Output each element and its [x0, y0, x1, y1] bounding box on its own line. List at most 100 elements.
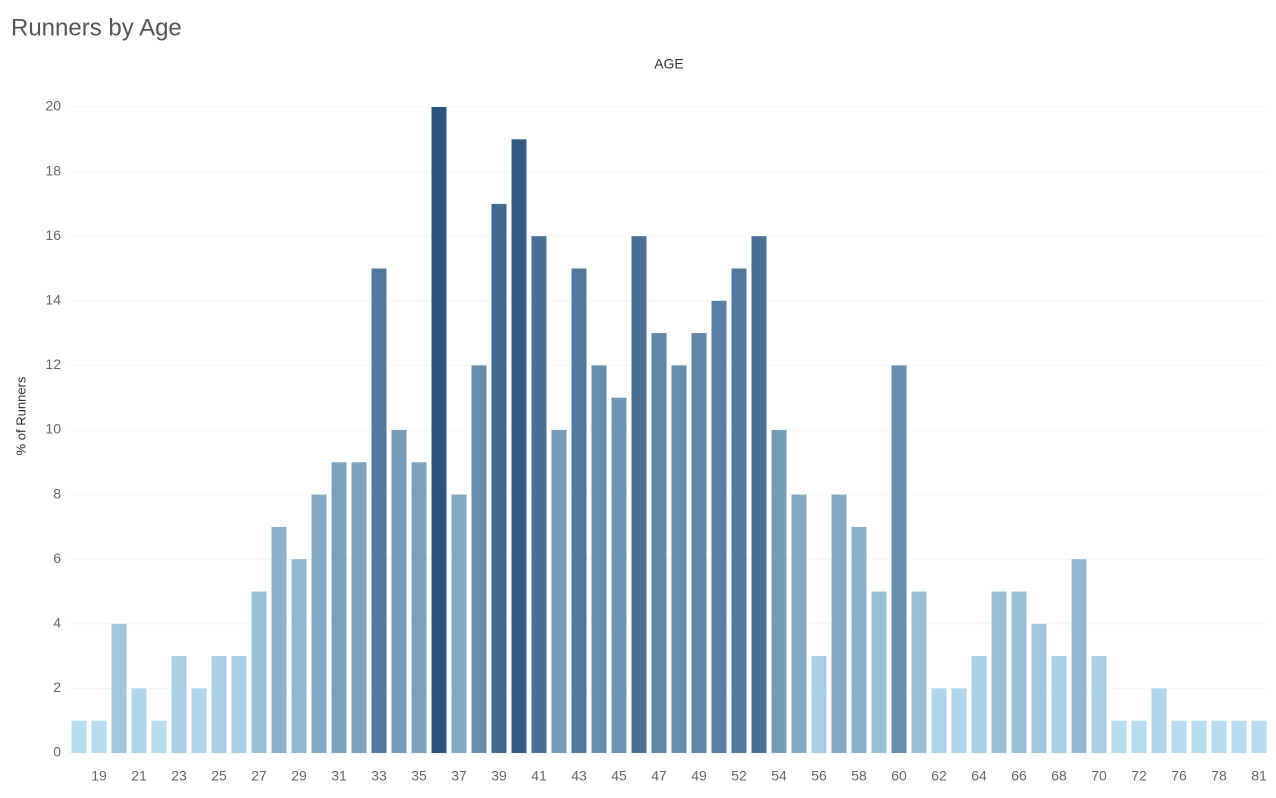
y-tick-label: 8: [53, 485, 61, 501]
bar: [591, 365, 607, 753]
y-tick-label: 14: [45, 292, 61, 308]
bar: [431, 107, 447, 753]
bar: [531, 236, 547, 753]
bar: [851, 526, 867, 753]
bar: [891, 365, 907, 753]
x-tick-label: 45: [611, 768, 627, 784]
bar: [951, 688, 967, 753]
bar: [131, 688, 147, 753]
bar: [1131, 720, 1147, 753]
y-tick-label: 18: [45, 162, 61, 178]
bar: [371, 268, 387, 753]
bar: [1031, 623, 1047, 753]
bar: [171, 656, 187, 753]
bar: [691, 333, 707, 753]
bar: [311, 494, 327, 753]
y-tick-label: 4: [53, 615, 61, 631]
x-tick-label: 19: [91, 768, 107, 784]
y-tick-label: 2: [53, 679, 61, 695]
bar: [1091, 656, 1107, 753]
y-tick-label: 10: [45, 421, 61, 437]
y-tick-label: 20: [45, 98, 61, 114]
x-tick-label: 41: [531, 768, 547, 784]
bar: [911, 591, 927, 753]
bar: [1111, 720, 1127, 753]
bar: [1011, 591, 1027, 753]
x-tick-label: 39: [491, 768, 507, 784]
x-tick-label: 47: [651, 768, 667, 784]
chart-title: Runners by Age: [11, 14, 182, 41]
x-tick-label: 66: [1011, 768, 1027, 784]
bar: [1071, 559, 1087, 753]
x-axis-title: AGE: [654, 56, 684, 72]
x-tick-label: 29: [291, 768, 307, 784]
x-tick-label: 23: [171, 768, 187, 784]
bar: [771, 430, 787, 753]
bar: [551, 430, 567, 753]
bar: [1151, 688, 1167, 753]
y-tick-label: 16: [45, 227, 61, 243]
x-tick-label: 68: [1051, 768, 1067, 784]
y-axis-title: % of Runners: [13, 376, 28, 455]
x-tick-label: 58: [851, 768, 867, 784]
bar: [1231, 720, 1247, 753]
bar: [411, 462, 427, 753]
bar: [491, 203, 507, 753]
x-tick-label: 43: [571, 768, 587, 784]
bar: [831, 494, 847, 753]
bar: [391, 430, 407, 753]
bar: [351, 462, 367, 753]
bar: [811, 656, 827, 753]
bar: [651, 333, 667, 753]
x-tick-label: 21: [131, 768, 147, 784]
x-tick-label: 25: [211, 768, 227, 784]
x-tick-label: 62: [931, 768, 947, 784]
x-tick-label: 35: [411, 768, 427, 784]
bar: [111, 623, 127, 753]
y-tick-label: 0: [53, 744, 61, 760]
x-tick-label: 76: [1171, 768, 1187, 784]
bar: [91, 720, 107, 753]
bar: [291, 559, 307, 753]
bar: [1191, 720, 1207, 753]
bar: [71, 720, 87, 753]
x-tick-label: 72: [1131, 768, 1147, 784]
bar: [631, 236, 647, 753]
bar: [931, 688, 947, 753]
x-tick-label: 31: [331, 768, 347, 784]
x-tick-label: 64: [971, 768, 987, 784]
x-tick-label: 81: [1251, 768, 1267, 784]
bar: [191, 688, 207, 753]
x-tick-label: 70: [1091, 768, 1107, 784]
bar: [471, 365, 487, 753]
bar: [871, 591, 887, 753]
bar: [571, 268, 587, 753]
bar: [151, 720, 167, 753]
y-tick-label: 12: [45, 356, 61, 372]
bar: [251, 591, 267, 753]
x-tick-label: 54: [771, 768, 787, 784]
bar: [1171, 720, 1187, 753]
y-tick-label: 6: [53, 550, 61, 566]
bar: [991, 591, 1007, 753]
bar: [211, 656, 227, 753]
x-tick-label: 60: [891, 768, 907, 784]
x-tick-label: 52: [731, 768, 747, 784]
x-tick-label: 78: [1211, 768, 1227, 784]
bar: [511, 139, 527, 754]
bar: [611, 397, 627, 753]
bar: [231, 656, 247, 753]
bar: [791, 494, 807, 753]
bar: [451, 494, 467, 753]
x-tick-label: 33: [371, 768, 387, 784]
bar: [271, 526, 287, 753]
bar: [751, 236, 767, 753]
bar: [1051, 656, 1067, 753]
bar: [731, 268, 747, 753]
bar: [1211, 720, 1227, 753]
x-tick-label: 56: [811, 768, 827, 784]
bar: [711, 300, 727, 753]
x-tick-label: 27: [251, 768, 267, 784]
bar: [331, 462, 347, 753]
x-tick-label: 37: [451, 768, 467, 784]
